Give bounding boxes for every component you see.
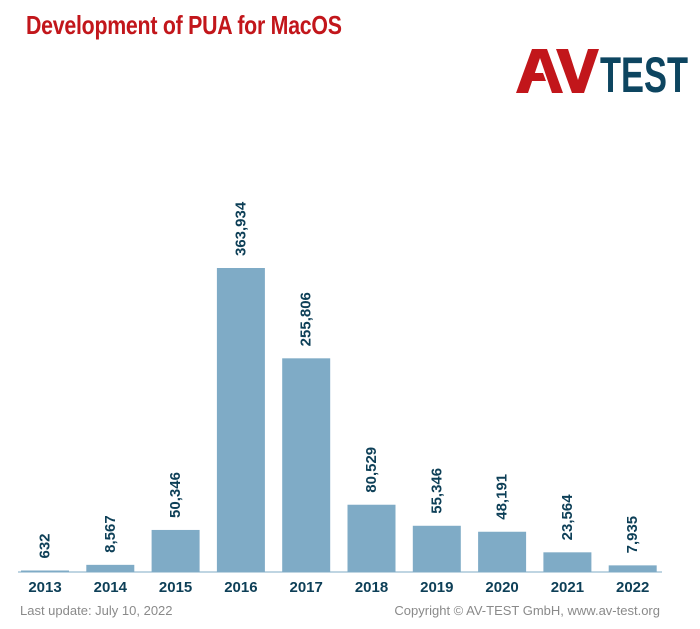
bar-2019: [412, 525, 461, 572]
logo-av-mark: [516, 49, 599, 93]
x-tick-label-2021: 2021: [551, 579, 584, 596]
x-tick-label-2015: 2015: [159, 579, 192, 596]
bar-2015: [151, 529, 200, 572]
bar-2017: [282, 358, 331, 572]
x-tick-label-2018: 2018: [355, 579, 388, 596]
bar-2020: [478, 531, 527, 572]
value-label-2013: 632: [37, 533, 54, 558]
bar-2014: [86, 564, 135, 572]
x-tick-label-2016: 2016: [224, 579, 257, 596]
copyright-text: Copyright © AV-TEST GmbH, www.av-test.or…: [394, 603, 660, 618]
bar-2022: [608, 565, 657, 572]
value-label-2015: 50,346: [167, 472, 184, 518]
value-label-2016: 363,934: [232, 201, 249, 256]
value-label-2019: 55,346: [428, 468, 445, 514]
chart-title: Development of PUA for MacOS: [26, 10, 342, 40]
value-label-2014: 8,567: [102, 515, 119, 553]
logo-test-text: TEST: [600, 47, 688, 95]
x-tick-label-2019: 2019: [420, 579, 453, 596]
value-label-2021: 23,564: [559, 494, 576, 541]
bar-2013: [21, 570, 69, 572]
x-tick-label-2013: 2013: [28, 579, 61, 596]
last-update-text: Last update: July 10, 2022: [20, 603, 173, 618]
x-tick-label-2020: 2020: [485, 579, 518, 596]
av-test-logo: TEST: [516, 47, 688, 95]
bar-2021: [543, 552, 592, 572]
x-tick-label-2014: 2014: [94, 579, 128, 596]
value-label-2017: 255,806: [298, 292, 315, 346]
value-label-2022: 7,935: [624, 516, 641, 554]
bar-2016: [216, 268, 265, 572]
x-tick-label-2022: 2022: [616, 579, 649, 596]
value-label-2020: 48,191: [494, 474, 511, 520]
bar-2018: [347, 504, 396, 572]
x-tick-label-2017: 2017: [290, 579, 323, 596]
value-label-2018: 80,529: [363, 447, 380, 493]
